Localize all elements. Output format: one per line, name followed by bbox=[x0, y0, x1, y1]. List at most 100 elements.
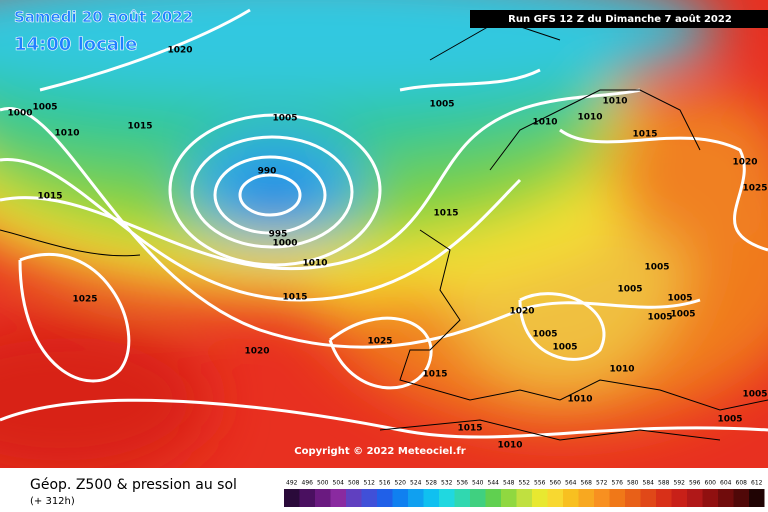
isobar-label: 1020 bbox=[732, 158, 757, 168]
legend-swatch bbox=[640, 489, 656, 507]
legend-label: 500 bbox=[317, 480, 329, 487]
legend-label: 612 bbox=[751, 480, 763, 487]
isobar-label: 1010 bbox=[497, 441, 522, 451]
footer-title: Géop. Z500 & pression au sol bbox=[30, 477, 237, 493]
copyright: Copyright © 2022 Meteociel.fr bbox=[294, 446, 465, 457]
legend-swatch bbox=[501, 489, 517, 507]
legend-swatch bbox=[392, 489, 408, 507]
isobar-label: 1005 bbox=[717, 415, 742, 425]
isobar-label: 1020 bbox=[244, 347, 269, 357]
legend-label: 568 bbox=[581, 480, 593, 487]
isobar-label: 1005 bbox=[667, 294, 692, 304]
isobar-label: 1010 bbox=[577, 113, 602, 123]
legend-label: 564 bbox=[565, 480, 577, 487]
legend-label: 552 bbox=[519, 480, 531, 487]
legend-swatch bbox=[346, 489, 362, 507]
isobar-label: 1005 bbox=[644, 263, 669, 273]
legend-label: 524 bbox=[410, 480, 422, 487]
isobar-label: 1000 bbox=[7, 109, 32, 119]
legend-label: 520 bbox=[395, 480, 407, 487]
isobar-label: 1005 bbox=[272, 114, 297, 124]
legend-swatch bbox=[718, 489, 734, 507]
isobar-label: 1010 bbox=[54, 129, 79, 139]
legend-label: 576 bbox=[612, 480, 624, 487]
legend-swatch bbox=[733, 489, 749, 507]
legend-label: 588 bbox=[658, 480, 670, 487]
isobar-label: 1010 bbox=[602, 97, 627, 107]
legend-swatch bbox=[656, 489, 672, 507]
legend-swatch bbox=[749, 489, 765, 507]
legend-label: 604 bbox=[720, 480, 732, 487]
legend-swatch bbox=[702, 489, 718, 507]
legend-swatch bbox=[563, 489, 579, 507]
isobar-label: 990 bbox=[258, 167, 277, 177]
lead-time: (+ 312h) bbox=[30, 496, 75, 507]
legend-label: 556 bbox=[534, 480, 546, 487]
legend-label: 536 bbox=[457, 480, 469, 487]
legend-swatch bbox=[578, 489, 594, 507]
legend-label: 596 bbox=[689, 480, 701, 487]
isobar-label: 1020 bbox=[509, 307, 534, 317]
isobar-label: 1015 bbox=[127, 122, 152, 132]
isobar-label: 1025 bbox=[742, 184, 767, 194]
legend-label: 608 bbox=[736, 480, 748, 487]
legend-label: 560 bbox=[550, 480, 562, 487]
isobar-label: 1005 bbox=[647, 313, 672, 323]
isobar-label: 1015 bbox=[282, 293, 307, 303]
isobar-label: 1015 bbox=[433, 209, 458, 219]
legend-swatch bbox=[408, 489, 424, 507]
legend-label: 540 bbox=[472, 480, 484, 487]
legend-swatch bbox=[625, 489, 641, 507]
isobar-label: 1015 bbox=[632, 130, 657, 140]
legend-swatch bbox=[361, 489, 377, 507]
legend-label: 580 bbox=[627, 480, 639, 487]
isobar-label: 1010 bbox=[302, 259, 327, 269]
legend-swatch bbox=[532, 489, 548, 507]
isobar-label: 1005 bbox=[552, 343, 577, 353]
isobar-label: 1005 bbox=[429, 100, 454, 110]
isobar-label: 1010 bbox=[609, 365, 634, 375]
legend-swatch bbox=[377, 489, 393, 507]
run-banner bbox=[470, 10, 768, 28]
isobar-label: 1025 bbox=[72, 295, 97, 305]
legend-swatch bbox=[454, 489, 470, 507]
isobars bbox=[0, 8, 768, 439]
isobar-label: 1020 bbox=[167, 46, 192, 56]
legend-swatch bbox=[423, 489, 439, 507]
isobar-label: 1005 bbox=[32, 103, 57, 113]
legend-swatch bbox=[485, 489, 501, 507]
isobar-label: 1015 bbox=[422, 370, 447, 380]
legend-label: 492 bbox=[286, 480, 298, 487]
legend-label: 572 bbox=[596, 480, 608, 487]
legend-swatch bbox=[687, 489, 703, 507]
legend-swatch bbox=[330, 489, 346, 507]
legend-label: 516 bbox=[379, 480, 391, 487]
isobar-label: 1015 bbox=[457, 424, 482, 434]
legend-label: 548 bbox=[503, 480, 515, 487]
legend-swatch bbox=[470, 489, 486, 507]
isobar-label: 1005 bbox=[742, 390, 767, 400]
legend-swatch bbox=[439, 489, 455, 507]
legend-swatch bbox=[315, 489, 331, 507]
isobar-label: 1015 bbox=[37, 192, 62, 202]
legend-label: 512 bbox=[364, 480, 376, 487]
isobar-label: 995 bbox=[269, 230, 288, 240]
legend-label: 544 bbox=[488, 480, 500, 487]
isobar-label: 1005 bbox=[532, 330, 557, 340]
legend-label: 584 bbox=[643, 480, 655, 487]
isobar-label: 1025 bbox=[367, 337, 392, 347]
run-info: Run GFS 12 Z du Dimanche 7 août 2022 bbox=[508, 13, 732, 25]
legend-swatch bbox=[671, 489, 687, 507]
legend-swatch bbox=[299, 489, 315, 507]
coastlines bbox=[0, 19, 768, 441]
isobar-label: 1005 bbox=[617, 285, 642, 295]
isobar-label: 1005 bbox=[670, 310, 695, 320]
legend-label: 508 bbox=[348, 480, 360, 487]
field bbox=[0, 0, 768, 480]
legend-swatch bbox=[547, 489, 563, 507]
legend-label: 528 bbox=[426, 480, 438, 487]
legend-swatch bbox=[609, 489, 625, 507]
isobar-label: 1010 bbox=[567, 395, 592, 405]
date: Samedi 20 août 2022 bbox=[14, 8, 193, 26]
